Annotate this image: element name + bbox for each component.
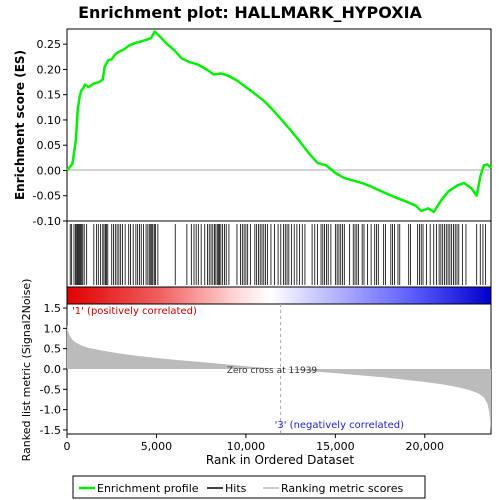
- es-panel: [66, 28, 492, 222]
- negative-correlation-label: '3' (negatively correlated): [275, 420, 404, 431]
- es-y-tick-label: 0.10: [37, 114, 62, 127]
- x-tick-label: 0: [64, 440, 71, 453]
- positive-correlation-label: '1' (positively correlated): [72, 306, 197, 317]
- ranking-metric-area: [67, 324, 491, 430]
- x-tick-label: 5,000: [141, 440, 173, 453]
- es-y-tick-label: -0.10: [33, 215, 61, 228]
- es-y-tick-label: 0.00: [37, 164, 62, 177]
- metric-y-tick-label: 1.5: [44, 302, 62, 315]
- x-tick-label: 10,000: [227, 440, 266, 453]
- chart-title: Enrichment plot: HALLMARK_HYPOXIA: [78, 3, 422, 22]
- rank-color-bar: [66, 286, 492, 305]
- es-y-tick-label: 0.15: [37, 89, 62, 102]
- hit-lines: [69, 224, 487, 285]
- legend-box: [72, 475, 426, 499]
- metric-y-tick-label: -1.5: [40, 424, 61, 437]
- legend-enrichment-label: Enrichment profile: [97, 482, 199, 495]
- x-axis-label: Rank in Ordered Dataset: [206, 453, 354, 467]
- metric-y-tick-label: 1.0: [44, 322, 62, 335]
- enrichment-profile-line: [66, 30, 492, 214]
- legend-hits-label: Hits: [225, 482, 247, 495]
- zero-cross-label: Zero cross at 11939: [227, 366, 318, 376]
- metric-y-tick-label: -0.5: [40, 383, 61, 396]
- metric-y-tick-label: 0.5: [44, 343, 62, 356]
- legend-metric-label: Ranking metric scores: [281, 482, 403, 495]
- metric-y-axis-label: Ranked list metric (Signal2Noise): [20, 279, 33, 462]
- metric-y-tick-label: 0.0: [44, 363, 62, 376]
- es-y-axis-label: Enrichment score (ES): [13, 50, 27, 200]
- es-y-tick-label: 0.05: [37, 139, 62, 152]
- es-y-tick-label: 0.20: [37, 63, 62, 76]
- es-y-tick-label: -0.05: [33, 190, 61, 203]
- es-y-tick-label: 0.25: [37, 38, 62, 51]
- x-tick-label: 20,000: [406, 440, 445, 453]
- x-tick-label: 15,000: [316, 440, 355, 453]
- metric-y-tick-label: -1.0: [40, 404, 61, 417]
